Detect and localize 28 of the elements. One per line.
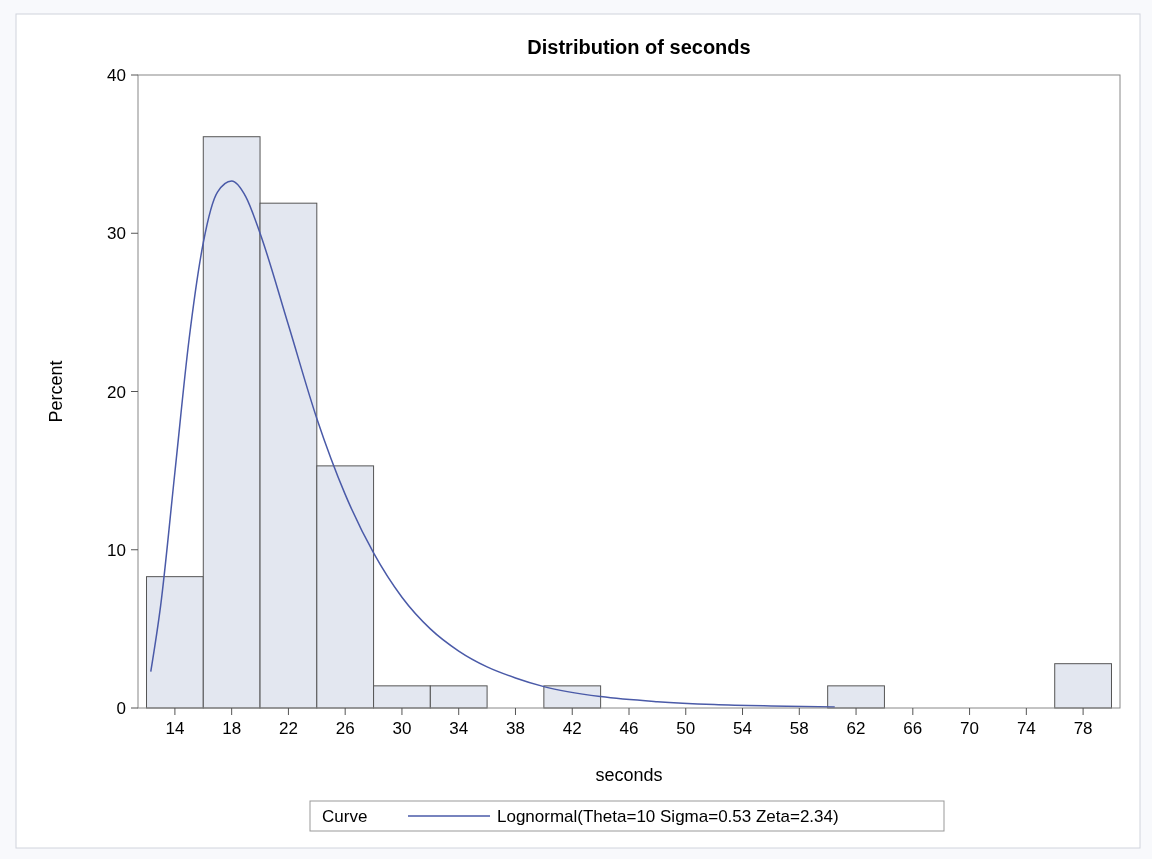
y-axis-title: Percent (46, 360, 66, 423)
legend-title: Curve (322, 807, 368, 826)
line-series (150, 180, 836, 708)
x-tick-label: 18 (222, 719, 242, 738)
x-tick-label: 26 (335, 719, 355, 738)
x-tick-label: 74 (1016, 719, 1036, 738)
x-tick-label: 22 (278, 719, 298, 738)
x-axis-title: seconds (595, 765, 663, 785)
x-tick-label: 78 (1073, 719, 1093, 738)
chart-title: Distribution of seconds (527, 36, 751, 58)
y-tick-label: 30 (107, 224, 126, 244)
x-tick-label: 70 (960, 719, 980, 738)
x-tick-label: 50 (676, 719, 696, 738)
y-tick-label: 20 (107, 382, 126, 402)
y-tick-label: 40 (107, 66, 126, 85)
x-tick-label: 46 (619, 719, 639, 738)
legend-label: Lognormal(Theta=10 Sigma=0.53 Zeta=2.34) (497, 807, 839, 826)
x-tick-label: 34 (449, 719, 469, 738)
x-tick-label: 66 (903, 719, 923, 738)
x-tick-label: 58 (789, 719, 809, 738)
x-tick-label: 38 (506, 719, 525, 738)
x-tick-label: 14 (165, 719, 185, 738)
x-tick-label: 30 (392, 719, 412, 738)
x-tick-label: 62 (846, 719, 866, 738)
x-tick-label: 42 (562, 719, 582, 738)
y-tick-label: 10 (107, 540, 126, 560)
y-tick-label: 0 (116, 699, 126, 718)
x-tick-label: 54 (733, 719, 752, 738)
